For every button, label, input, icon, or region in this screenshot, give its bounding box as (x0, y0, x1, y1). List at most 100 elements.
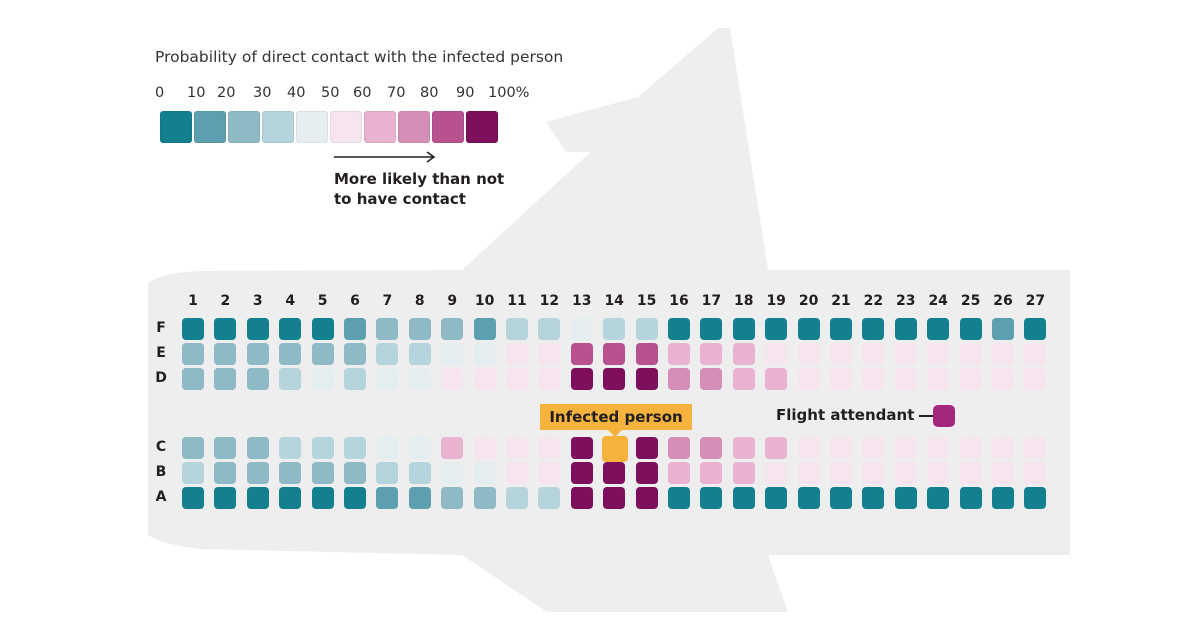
seat-a-25 (959, 487, 982, 509)
seat-d-14 (603, 368, 626, 390)
seat-d-25 (959, 368, 982, 390)
column-number: 12 (539, 293, 560, 309)
seat-e-3 (246, 343, 269, 365)
flight-attendant-connector (919, 415, 933, 417)
seat-b-10 (473, 462, 496, 484)
column-number: 10 (474, 293, 495, 309)
seat-b-7 (376, 462, 399, 484)
seat-b-15 (635, 462, 658, 484)
seat-b-3 (246, 462, 269, 484)
legend-note-line-2: to have contact (334, 190, 466, 208)
seat-a-10 (473, 487, 496, 509)
legend-tick-label: 100% (488, 85, 530, 101)
seat-f-21 (830, 318, 852, 340)
seat-c-7 (376, 437, 399, 459)
seat-f-5 (311, 318, 334, 340)
seat-f-1 (182, 318, 204, 340)
seat-c-4 (279, 437, 302, 459)
seat-d-22 (862, 368, 885, 390)
legend-swatch (466, 111, 498, 143)
seat-f-27 (1024, 318, 1047, 340)
seat-d-10 (473, 368, 496, 390)
seat-b-12 (538, 462, 561, 484)
seat-f-23 (894, 318, 917, 340)
seat-d-23 (894, 368, 917, 390)
seat-f-26 (992, 318, 1014, 340)
seat-c-19 (765, 437, 788, 459)
seat-a-17 (700, 487, 723, 509)
seat-d-11 (506, 368, 528, 390)
seat-a-14 (603, 487, 626, 509)
seat-d-19 (765, 368, 788, 390)
seat-d-27 (1024, 368, 1047, 390)
seat-f-17 (700, 318, 723, 340)
seat-a-16 (668, 487, 690, 509)
column-number: 18 (734, 293, 754, 309)
arrow-right-icon (334, 151, 436, 163)
seat-e-9 (441, 343, 464, 365)
legend-swatch (432, 111, 464, 143)
seat-f-8 (408, 318, 431, 340)
seat-d-7 (376, 368, 399, 390)
seat-a-4 (279, 487, 302, 509)
seat-e-16 (668, 343, 690, 365)
seat-a-7 (376, 487, 399, 509)
legend-swatch (262, 111, 294, 143)
seat-c-10 (473, 437, 496, 459)
row-label: D (155, 370, 167, 386)
legend-swatch (296, 111, 328, 143)
legend-tick-label: 0 (155, 85, 165, 101)
seat-e-13 (570, 343, 593, 365)
seat-f-16 (668, 318, 690, 340)
legend-swatch (228, 111, 260, 143)
seat-c-22 (862, 437, 885, 459)
seat-d-2 (214, 368, 237, 390)
column-number: 14 (604, 293, 624, 309)
seat-a-21 (830, 487, 852, 509)
seat-a-15 (635, 487, 658, 509)
legend-tick-label: 70 (387, 85, 406, 101)
column-number: 25 (960, 293, 981, 309)
column-number: 19 (766, 293, 786, 309)
seat-d-18 (732, 368, 755, 390)
column-number: 15 (636, 293, 657, 309)
column-number: 3 (252, 293, 263, 309)
seat-d-5 (311, 368, 334, 390)
seat-a-11 (506, 487, 528, 509)
seat-f-19 (765, 318, 788, 340)
column-number: 8 (414, 293, 425, 309)
seat-d-20 (797, 368, 820, 390)
seat-f-13 (570, 318, 593, 340)
column-number: 4 (285, 293, 296, 309)
seat-b-24 (927, 462, 950, 484)
seat-a-2 (214, 487, 237, 509)
seat-c-11 (506, 437, 528, 459)
seat-d-6 (344, 368, 366, 390)
seat-f-9 (441, 318, 464, 340)
flight-attendant-label: Flight attendant (776, 406, 915, 424)
column-number: 26 (993, 293, 1013, 309)
seat-c-3 (246, 437, 269, 459)
seat-a-1 (182, 487, 204, 509)
seat-e-5 (311, 343, 334, 365)
legend-swatch (364, 111, 396, 143)
seat-a-18 (732, 487, 755, 509)
seat-d-1 (182, 368, 204, 390)
column-number: 7 (382, 293, 393, 309)
seat-d-12 (538, 368, 561, 390)
seat-a-6 (344, 487, 366, 509)
seat-f-15 (635, 318, 658, 340)
seat-b-11 (506, 462, 528, 484)
infected-pointer (608, 430, 622, 437)
legend-tick-label: 20 (217, 85, 236, 101)
legend-tick-label: 30 (253, 85, 272, 101)
seat-c-8 (408, 437, 431, 459)
legend-tick-label: 80 (420, 85, 439, 101)
seat-e-10 (473, 343, 496, 365)
legend-title: Probability of direct contact with the i… (155, 48, 564, 66)
seat-a-19 (765, 487, 788, 509)
seat-c-26 (992, 437, 1014, 459)
infected-seat-outline (602, 436, 628, 462)
seat-a-27 (1024, 487, 1047, 509)
seat-b-26 (992, 462, 1014, 484)
